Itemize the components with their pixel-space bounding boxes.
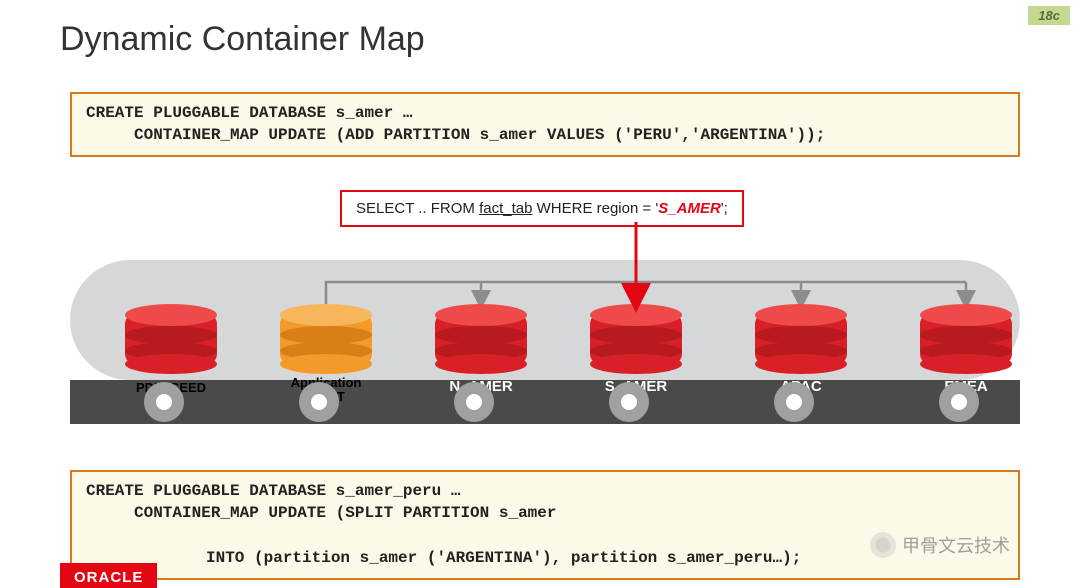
cylinder-icon [755, 304, 847, 374]
select-mid: WHERE region = ' [532, 200, 658, 217]
select-value: S_AMER [658, 200, 721, 217]
code-line: INTO (partition s_amer ('ARGENTINA'), pa… [86, 547, 1004, 569]
wechat-icon [870, 532, 896, 558]
oracle-logo: ORACLE [60, 563, 157, 588]
watermark-text: 甲骨文云技术 [902, 532, 1010, 558]
db-apac: APAC [755, 304, 847, 374]
db-pdb-seed: PDB$SEED [125, 304, 217, 374]
cylinder-icon [125, 304, 217, 374]
wheel-icon [939, 382, 979, 422]
cylinder-icon [590, 304, 682, 374]
version-badge: 18c [1028, 6, 1070, 25]
db-app-root: ApplicationROOT [280, 304, 372, 374]
code-line: CONTAINER_MAP UPDATE (ADD PARTITION s_am… [86, 124, 1004, 146]
wheel-icon [609, 382, 649, 422]
slide-title: Dynamic Container Map [60, 20, 425, 59]
wheel-icon [774, 382, 814, 422]
diagram-platform: PDB$SEED ApplicationROOT N_AMER S_AMER A [70, 260, 1020, 440]
cylinder-icon [920, 304, 1012, 374]
slide-root: 18c Dynamic Container Map CREATE PLUGGAB… [0, 0, 1080, 588]
select-prefix: SELECT .. FROM [356, 200, 479, 217]
db-n-amer: N_AMER [435, 304, 527, 374]
wheel-icon [144, 382, 184, 422]
cylinder-icon [280, 304, 372, 374]
db-emea: EMEA [920, 304, 1012, 374]
select-suffix: '; [721, 200, 728, 217]
code-line: CREATE PLUGGABLE DATABASE s_amer … [86, 104, 412, 122]
wheel-icon [299, 382, 339, 422]
select-query-box: SELECT .. FROM fact_tab WHERE region = '… [340, 190, 744, 227]
db-s-amer: S_AMER [590, 304, 682, 374]
wheel-icon [454, 382, 494, 422]
code-line: CONTAINER_MAP UPDATE (SPLIT PARTITION s_… [86, 502, 1004, 524]
select-table: fact_tab [479, 200, 532, 217]
cylinder-icon [435, 304, 527, 374]
watermark: 甲骨文云技术 [870, 532, 1010, 558]
code-box-bottom: CREATE PLUGGABLE DATABASE s_amer_peru … … [70, 470, 1020, 580]
code-line: CREATE PLUGGABLE DATABASE s_amer_peru … [86, 482, 460, 500]
code-box-top: CREATE PLUGGABLE DATABASE s_amer … CONTA… [70, 92, 1020, 157]
